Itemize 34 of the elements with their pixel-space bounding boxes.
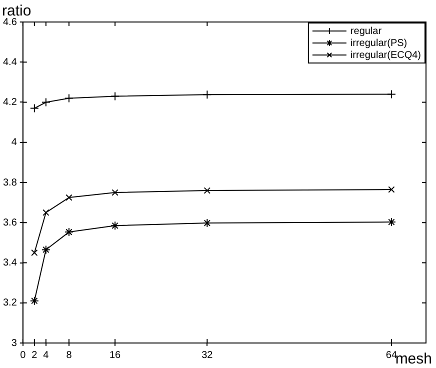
point xyxy=(204,187,211,194)
legend-label: irregular(ECQ4) xyxy=(350,50,422,61)
y-tick-label: 4 xyxy=(11,137,18,148)
y-tick-label: 4.2 xyxy=(2,97,18,108)
x-tick-label: 32 xyxy=(202,350,214,361)
y-tick-label: 4.4 xyxy=(2,56,18,68)
point xyxy=(388,186,395,193)
point xyxy=(42,209,50,216)
y-tick-label: 3.6 xyxy=(2,217,18,228)
legend-label: irregular(PS) xyxy=(350,38,408,49)
x-axis-title: mesh xyxy=(395,350,432,368)
y-tick-label: 4.6 xyxy=(2,16,18,28)
y-tick-label: 3 xyxy=(11,338,18,349)
x-tick-label: 4 xyxy=(43,350,50,361)
y-tick-label: 3.4 xyxy=(2,258,18,268)
point xyxy=(31,249,38,256)
x-tick-label: 64 xyxy=(386,350,398,361)
point xyxy=(41,245,50,254)
point xyxy=(202,218,212,228)
point xyxy=(66,194,72,201)
x-tick-label: 8 xyxy=(66,350,72,361)
point xyxy=(386,218,396,227)
point xyxy=(64,228,74,237)
point xyxy=(112,189,118,196)
legend-label: regular xyxy=(350,26,382,37)
point xyxy=(110,221,120,230)
point xyxy=(386,90,396,99)
point xyxy=(30,296,39,306)
x-tick-label: 16 xyxy=(109,350,122,361)
x-tick-label: 2 xyxy=(32,350,38,361)
point xyxy=(30,104,39,113)
y-tick-label: 3.2 xyxy=(2,298,18,309)
x-tick-label: 0 xyxy=(20,350,26,361)
y-tick-label: 3.8 xyxy=(2,177,18,188)
